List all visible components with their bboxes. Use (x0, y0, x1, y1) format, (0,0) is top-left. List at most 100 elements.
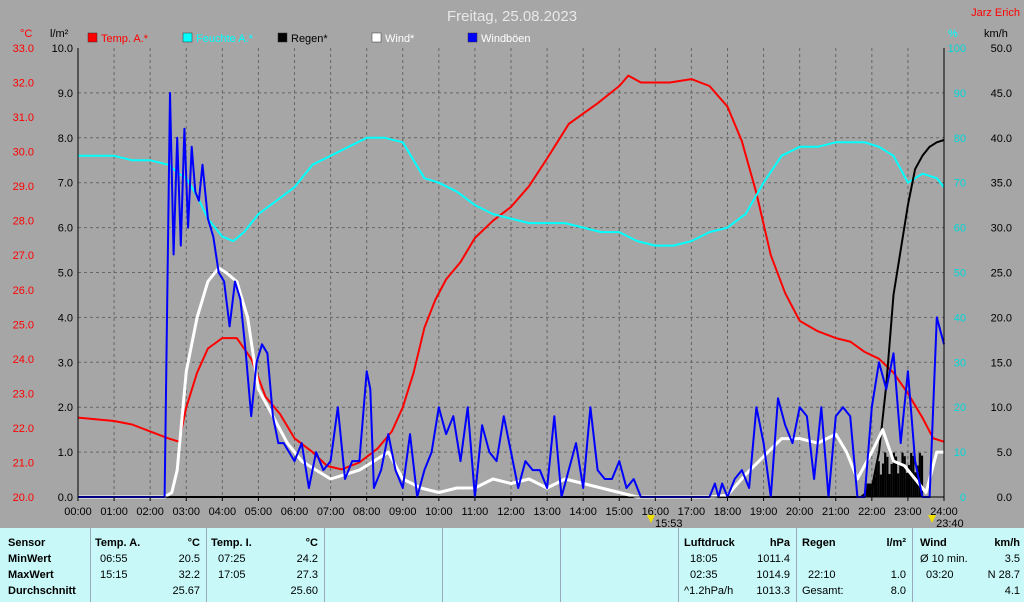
x-tick-label: 16:00 (642, 506, 670, 518)
wind-max-value: N 28.7 (987, 569, 1020, 581)
wind-tick-label: 40.0 (991, 133, 1012, 145)
x-tick-label: 09:00 (389, 506, 417, 518)
x-tick-label: 07:00 (317, 506, 345, 518)
rain-bar (886, 456, 889, 497)
rain-tick-label: 3.0 (58, 357, 73, 369)
temp-a-min-time: 06:55 (100, 553, 128, 565)
temp-i-min-time: 07:25 (218, 553, 246, 565)
x-tick-label: 13:00 (533, 506, 561, 518)
wind-header: Wind (920, 537, 947, 549)
time-marker-arrow (647, 515, 656, 523)
x-tick-label: 11:00 (462, 506, 489, 518)
rain-unit-label: l/m² (50, 28, 69, 40)
rain-unit: l/m² (886, 537, 906, 549)
pressure-min-time: 18:05 (690, 553, 718, 565)
humidity-tick-label: 20 (954, 402, 966, 414)
rain-bar (873, 476, 876, 497)
temp-tick-label: 32.0 (13, 78, 34, 90)
humidity-tick-label: 60 (954, 223, 966, 235)
temp-a-max-time: 15:15 (100, 569, 128, 581)
rain-tick-label: 8.0 (58, 133, 73, 145)
temp-tick-label: 30.0 (13, 147, 34, 159)
wind-tick-label: 15.0 (991, 357, 1012, 369)
humidity-tick-label: 10 (954, 447, 966, 459)
rain-total-label: Gesamt: (802, 585, 844, 597)
legend-swatch (467, 32, 478, 43)
x-tick-label: 10:00 (425, 506, 453, 518)
rain-column: Regen l/m² 22:10 1.0 Gesamt: 8.0 (796, 528, 913, 602)
row-label-min: MinWert (8, 553, 52, 565)
temp-tick-label: 20.0 (13, 492, 34, 504)
rain-tick-label: 4.0 (58, 312, 73, 324)
row-label-max: MaxWert (8, 569, 54, 581)
legend-label: Temp. A.* (101, 33, 149, 45)
temp-tick-label: 22.0 (13, 423, 34, 435)
legend-swatch (371, 32, 382, 43)
legend: Temp. A.* Feuchte A.* Regen* Wind* Windböen (87, 32, 531, 45)
rain-bar (894, 456, 898, 497)
temp-i-column: Temp. I. °C 07:25 24.2 17:05 27.3 25.60 (206, 528, 325, 602)
x-tick-label: 05:00 (245, 506, 273, 518)
wind-avg10-label: Ø 10 min. (920, 553, 968, 565)
pressure-header: Luftdruck (684, 537, 735, 549)
wind-column: Wind km/h Ø 10 min. 3.5 03:20 N 28.7 4.1 (912, 528, 1024, 602)
temp-tick-label: 24.0 (13, 354, 34, 366)
wind-tick-label: 20.0 (991, 312, 1012, 324)
temp-tick-label: 21.0 (13, 457, 34, 469)
temp-tick-label: 31.0 (13, 112, 34, 124)
rain-tick-label: 6.0 (58, 223, 73, 235)
wind-tick-label: 45.0 (991, 88, 1012, 100)
wind-unit-label: km/h (984, 28, 1008, 40)
x-tick-label: 18:00 (714, 506, 742, 518)
regen-line (78, 139, 945, 498)
x-tick-label: 00:00 (64, 506, 92, 518)
temp-tick-label: 33.0 (13, 43, 34, 55)
temp-a-unit: °C (187, 537, 200, 549)
time-marker-arrow (928, 515, 937, 523)
legend-swatch (182, 32, 193, 43)
temp-tick-label: 29.0 (13, 181, 34, 193)
temp-a-header: Temp. A. (95, 537, 141, 549)
temp-tick-label: 23.0 (13, 388, 34, 400)
rain-bar (888, 474, 891, 497)
temp-tick-label: 25.0 (13, 319, 34, 331)
station-name: Jarz Erich (971, 7, 1020, 19)
temp-i-unit: °C (305, 537, 318, 549)
temp-a-column: Temp. A. °C 06:55 20.5 15:15 32.2 25.67 (90, 528, 207, 602)
x-tick-label: 03:00 (172, 506, 200, 518)
row-label-avg: Durchschnitt (8, 585, 76, 597)
empty-column-2 (442, 528, 561, 602)
rain-tick-label: 7.0 (58, 178, 73, 190)
wind-tick-label: 5.0 (997, 447, 1012, 459)
grid (78, 48, 944, 497)
rain-tick-label: 1.0 (58, 447, 73, 459)
rain-tick-label: 0.0 (58, 492, 73, 504)
rain-bar (897, 473, 900, 497)
rain-bar (879, 474, 882, 497)
rain-bar (903, 456, 906, 497)
rain-bar (905, 472, 908, 497)
legend-label: Feuchte A.* (196, 33, 254, 45)
chart-title: Freitag, 25.08.2023 (447, 8, 577, 25)
legend-swatch (87, 32, 98, 43)
pressure-max-value: 1014.9 (756, 569, 790, 581)
legend-label: Regen* (291, 33, 328, 45)
wind-tick-label: 35.0 (991, 178, 1012, 190)
rain-tick-label: 2.0 (58, 402, 73, 414)
windb-en-line (78, 91, 945, 498)
wind-tick-label: 50.0 (991, 43, 1012, 55)
wind-tick-label: 10.0 (991, 402, 1012, 414)
humidity-tick-label: 100 (948, 43, 966, 55)
temp-i-max-time: 17:05 (218, 569, 246, 581)
time-marker-label: 15:53 (655, 518, 683, 528)
temp-tick-label: 28.0 (13, 216, 34, 228)
temp-a-avg-value: 25.67 (172, 585, 200, 597)
rain-tick-label: 9.0 (58, 88, 73, 100)
rain-bar (901, 452, 904, 497)
x-tick-label: 01:00 (100, 506, 128, 518)
temp-i-max-value: 27.3 (296, 569, 318, 581)
sensor-column: Sensor MinWert MaxWert Durchschnitt (0, 528, 91, 602)
x-tick-label: 14:00 (569, 506, 597, 518)
humidity-tick-label: 90 (954, 88, 966, 100)
rain-max-value: 1.0 (890, 569, 906, 581)
